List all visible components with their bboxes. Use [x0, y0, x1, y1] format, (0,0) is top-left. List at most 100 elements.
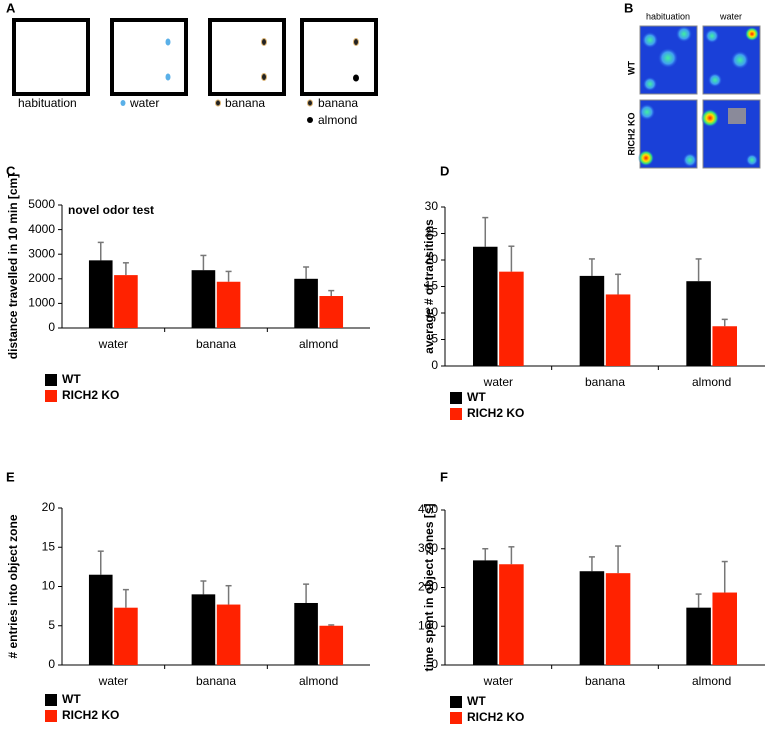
y-tick-label: 5 — [48, 618, 55, 632]
arena — [300, 18, 378, 96]
y-tick-label: 10 — [42, 579, 56, 593]
y-tick-label: 100 — [418, 618, 438, 632]
x-tick-label: almond — [692, 674, 731, 688]
heat-spot — [642, 32, 658, 48]
x-tick-label: banana — [585, 375, 625, 389]
y-tick-label: 0 — [431, 657, 438, 671]
y-tick-label: 10 — [425, 305, 439, 319]
bar — [88, 574, 113, 665]
banana-object — [261, 73, 267, 81]
heat-spot — [643, 77, 657, 91]
bar — [605, 573, 631, 665]
chart-title: novel odor test — [68, 203, 154, 217]
heat-spot — [746, 154, 758, 166]
y-axis-label: time spent in object zones [s] — [422, 503, 436, 671]
y-tick-label: 20 — [425, 252, 439, 266]
bar — [191, 270, 216, 328]
bar — [114, 275, 138, 328]
row-label: RICH2 KO — [626, 112, 636, 155]
bar — [294, 278, 318, 328]
legend-label: RICH2 KO — [467, 710, 524, 724]
legend-swatch — [450, 392, 462, 404]
objects — [120, 38, 359, 123]
bar — [499, 271, 524, 366]
y-tick-label: 0 — [48, 320, 55, 334]
x-tick-label: almond — [299, 674, 338, 688]
column-label: habituation — [646, 11, 690, 21]
y-tick-label: 2000 — [28, 271, 55, 285]
panel-letter: A — [6, 0, 16, 15]
bar — [712, 592, 737, 665]
legend-label: WT — [467, 694, 486, 708]
bar — [686, 607, 711, 665]
bar — [114, 607, 138, 665]
bar — [216, 281, 241, 328]
legend-dot — [307, 117, 313, 123]
y-axis-label: distance travelled in 10 min [cm] — [6, 174, 20, 359]
heat-spot — [676, 26, 692, 42]
legend-dot — [120, 100, 126, 106]
legend-dot — [215, 99, 221, 107]
column-label: water — [719, 11, 742, 21]
y-axis-label: # entries into object zone — [6, 514, 20, 658]
box-label: almond — [318, 113, 357, 127]
water-object — [165, 73, 171, 81]
x-tick-label: banana — [585, 674, 625, 688]
heat-spot — [731, 51, 749, 69]
heat-spot — [708, 73, 722, 87]
box-label: banana — [318, 96, 358, 110]
legend-label: WT — [62, 692, 81, 706]
legend-label: WT — [62, 372, 81, 386]
y-tick-label: 400 — [418, 502, 438, 516]
bar — [712, 326, 737, 366]
heat-spot — [705, 29, 719, 43]
bar — [579, 275, 605, 366]
water-object — [165, 38, 171, 46]
y-axis-label: average # of transitions — [422, 219, 436, 354]
y-tick-label: 300 — [418, 541, 438, 555]
y-tick-label: 15 — [425, 279, 439, 293]
heat-spot — [658, 48, 678, 68]
bar — [319, 625, 344, 665]
banana-object — [261, 38, 267, 46]
bar — [216, 604, 241, 665]
legend-swatch — [45, 694, 57, 706]
panel-letter: E — [6, 469, 15, 484]
legend-label: WT — [467, 390, 486, 404]
y-tick-label: 30 — [425, 199, 439, 213]
x-tick-label: banana — [196, 337, 236, 351]
legend-swatch — [450, 408, 462, 420]
y-tick-label: 20 — [42, 500, 56, 514]
legend-swatch — [45, 374, 57, 386]
y-tick-label: 5000 — [28, 197, 55, 211]
heat-spot — [701, 109, 719, 127]
almond-object — [353, 74, 359, 82]
y-tick-label: 200 — [418, 580, 438, 594]
heat-spot — [745, 27, 759, 41]
arena-boxes — [12, 18, 378, 96]
bar — [473, 560, 498, 665]
legend-dot — [307, 99, 313, 107]
x-tick-label: water — [98, 674, 128, 688]
arena — [110, 18, 188, 96]
heat-spot — [683, 153, 697, 167]
x-tick-label: almond — [299, 337, 338, 351]
panel-letter: D — [440, 163, 449, 178]
legend-swatch — [450, 696, 462, 708]
heat-spot — [639, 104, 655, 120]
box-label: habituation — [18, 96, 77, 110]
legend-label: RICH2 KO — [62, 708, 119, 722]
heatmap-grid — [638, 25, 761, 169]
y-tick-label: 4000 — [28, 222, 55, 236]
panel-letter: F — [440, 469, 448, 484]
bar — [294, 602, 318, 665]
legend-swatch — [450, 712, 462, 724]
y-tick-label: 5 — [431, 332, 438, 346]
row-label: WT — [626, 61, 636, 75]
y-tick-label: 3000 — [28, 246, 55, 260]
bar — [686, 281, 711, 366]
bar — [319, 296, 344, 328]
bar — [499, 564, 524, 665]
y-tick-label: 15 — [42, 539, 56, 553]
